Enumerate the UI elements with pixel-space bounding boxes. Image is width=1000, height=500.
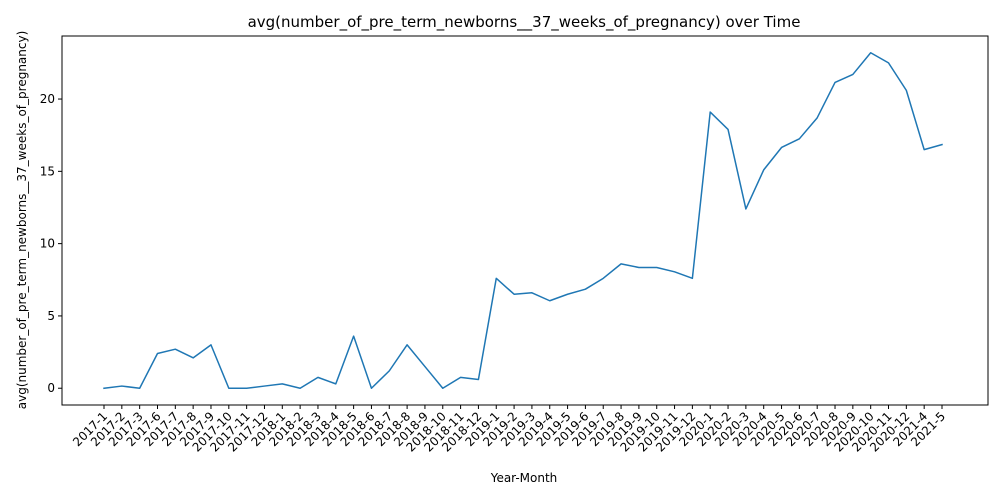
y-tick-label: 0	[47, 381, 55, 395]
y-axis-ticks: 0 5 10 15 20	[40, 92, 62, 395]
y-tick-label: 10	[40, 237, 55, 251]
series-line	[103, 52, 943, 390]
y-tick-label: 5	[47, 309, 55, 323]
y-tick-label: 15	[40, 164, 55, 178]
y-tick-label: 20	[40, 92, 55, 106]
y-axis-label: avg(number_of_pre_term_newborns__37_week…	[15, 31, 29, 410]
plot-frame	[61, 35, 989, 406]
x-axis-label: Year-Month	[490, 471, 558, 485]
chart-title: avg(number_of_pre_term_newborns__37_week…	[248, 13, 801, 32]
x-axis-ticks: 2017-12017-22017-32017-62017-72017-82017…	[70, 405, 948, 455]
